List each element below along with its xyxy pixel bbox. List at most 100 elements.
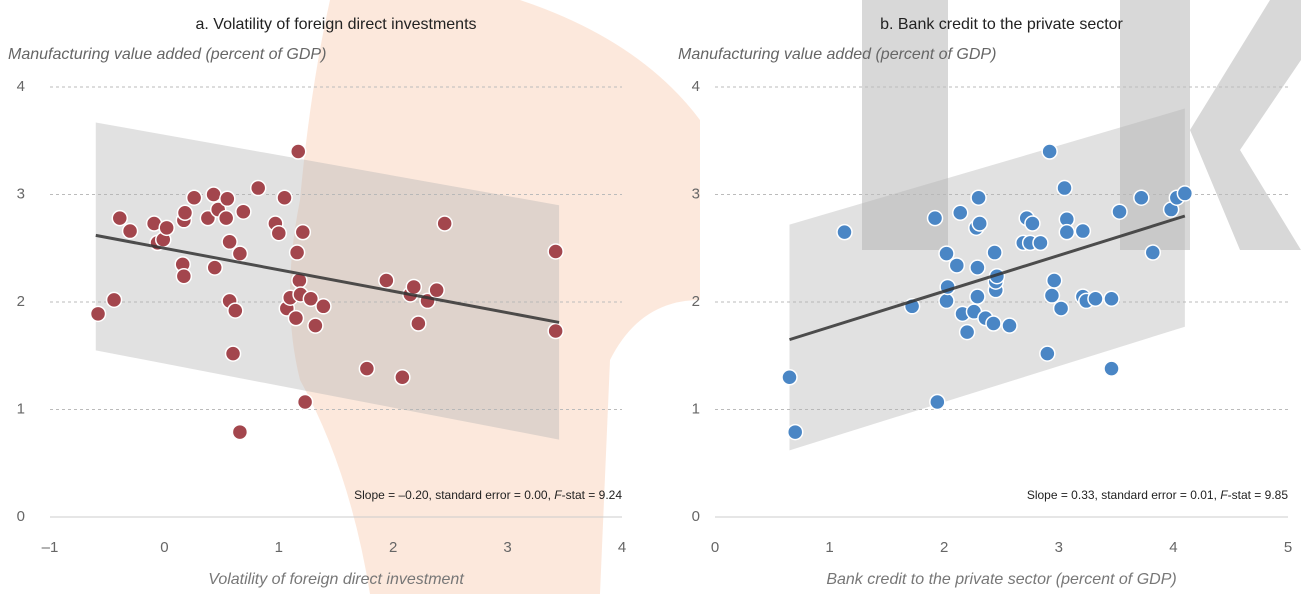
scatter-point — [1145, 245, 1160, 260]
scatter-point — [295, 225, 310, 240]
annotation-part: Slope = –0.20, standard error = 0.00, — [354, 488, 554, 502]
y-tick-label: 1 — [692, 400, 700, 417]
y-tick-label: 1 — [17, 400, 25, 417]
scatter-point — [1134, 190, 1149, 205]
scatter-point — [159, 220, 174, 235]
scatter-point — [1057, 181, 1072, 196]
y-tick-label: 4 — [692, 78, 700, 95]
scatter-point — [290, 245, 305, 260]
scatter-point — [291, 144, 306, 159]
scatter-point — [960, 325, 975, 340]
scatter-point — [232, 425, 247, 440]
scatter-point — [930, 394, 945, 409]
scatter-point — [219, 211, 234, 226]
scatter-point — [1112, 204, 1127, 219]
scatter-point — [1054, 301, 1069, 316]
scatter-point — [206, 187, 221, 202]
scatter-point — [1002, 318, 1017, 333]
scatter-point — [970, 289, 985, 304]
scatter-point — [949, 258, 964, 273]
scatter-point — [788, 425, 803, 440]
scatter-point — [251, 181, 266, 196]
scatter-point — [987, 245, 1002, 260]
x-tick-label: 3 — [1055, 539, 1063, 556]
scatter-point — [232, 246, 247, 261]
scatter-point — [112, 211, 127, 226]
scatter-point — [1088, 291, 1103, 306]
scatter-point — [429, 283, 444, 298]
scatter-point — [782, 370, 797, 385]
scatter-point — [236, 204, 251, 219]
scatter-point — [187, 190, 202, 205]
scatter-point — [406, 279, 421, 294]
scatter-point — [228, 303, 243, 318]
scatter-point — [277, 190, 292, 205]
x-axis-label: Volatility of foreign direct investment — [208, 571, 464, 588]
scatter-point — [271, 226, 286, 241]
scatter-point — [1042, 144, 1057, 159]
scatter-point — [220, 191, 235, 206]
scatter-point — [1104, 291, 1119, 306]
scatter-point — [939, 246, 954, 261]
scatter-point — [298, 394, 313, 409]
chart-title: b. Bank credit to the private sector — [880, 16, 1123, 33]
scatter-point — [548, 324, 563, 339]
scatter-point — [1025, 216, 1040, 231]
scatter-point — [1059, 225, 1074, 240]
x-tick-label: –1 — [42, 539, 59, 556]
y-axis-label: Manufacturing value added (percent of GD… — [8, 46, 326, 63]
scatter-point — [953, 205, 968, 220]
y-tick-label: 2 — [17, 293, 25, 310]
y-tick-label: 3 — [17, 185, 25, 202]
scatter-point — [222, 234, 237, 249]
scatter-point — [986, 316, 1001, 331]
scatter-point — [971, 190, 986, 205]
x-tick-label: 0 — [160, 539, 168, 556]
y-tick-label: 0 — [17, 508, 25, 525]
chart-title: a. Volatility of foreign direct investme… — [195, 16, 476, 33]
scatter-point — [928, 211, 943, 226]
scatter-point — [437, 216, 452, 231]
annotation: Slope = –0.20, standard error = 0.00, F-… — [354, 488, 622, 502]
scatter-point — [1075, 224, 1090, 239]
scatter-point — [548, 244, 563, 259]
x-tick-label: 3 — [503, 539, 511, 556]
y-axis-label: Manufacturing value added (percent of GD… — [678, 46, 996, 63]
x-tick-label: 0 — [711, 539, 719, 556]
x-tick-label: 4 — [618, 539, 626, 556]
scatter-point — [288, 311, 303, 326]
scatter-point — [207, 260, 222, 275]
scatter-point — [1033, 235, 1048, 250]
scatter-point — [395, 370, 410, 385]
scatter-point — [837, 225, 852, 240]
x-tick-label: 1 — [825, 539, 833, 556]
x-axis-label: Bank credit to the private sector (perce… — [826, 571, 1176, 588]
x-tick-label: 5 — [1284, 539, 1292, 556]
scatter-point — [91, 306, 106, 321]
scatter-point — [308, 318, 323, 333]
y-tick-label: 2 — [692, 293, 700, 310]
scatter-point — [972, 216, 987, 231]
scatter-point — [1104, 361, 1119, 376]
annotation-part: Slope = 0.33, standard error = 0.01, — [1027, 488, 1220, 502]
scatter-point — [226, 346, 241, 361]
scatter-point — [177, 205, 192, 220]
confidence-band — [789, 109, 1184, 451]
scatter-point — [1044, 288, 1059, 303]
scatter-point — [411, 316, 426, 331]
annotation-part: -stat = 9.24 — [562, 488, 623, 502]
watermark-shape — [1190, 0, 1301, 250]
y-tick-label: 3 — [692, 185, 700, 202]
x-tick-label: 4 — [1169, 539, 1177, 556]
annotation: Slope = 0.33, standard error = 0.01, F-s… — [1027, 488, 1289, 502]
y-tick-label: 4 — [17, 78, 25, 95]
scatter-point — [1177, 186, 1192, 201]
chart: a. Volatility of foreign direct investme… — [0, 0, 1301, 594]
x-tick-label: 2 — [940, 539, 948, 556]
x-tick-label: 2 — [389, 539, 397, 556]
y-tick-label: 0 — [692, 508, 700, 525]
scatter-point — [1047, 273, 1062, 288]
scatter-point — [123, 224, 138, 239]
scatter-point — [1040, 346, 1055, 361]
annotation-part: -stat = 9.85 — [1228, 488, 1289, 502]
